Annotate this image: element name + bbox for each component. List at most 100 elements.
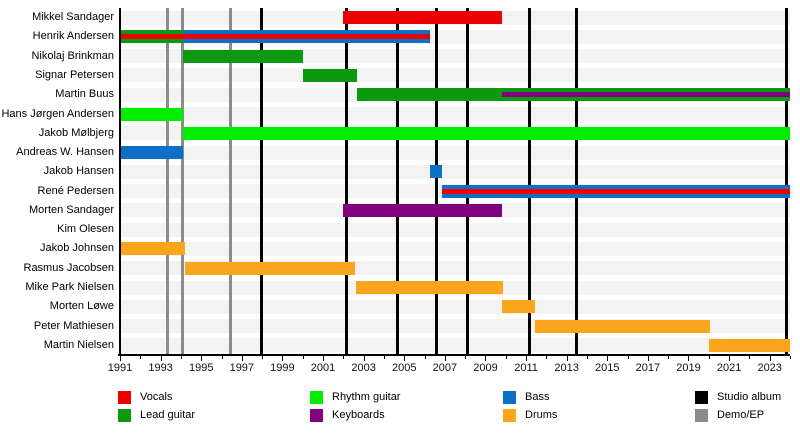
legend-label: Rhythm guitar xyxy=(332,391,401,403)
legend-label: Vocals xyxy=(140,391,173,403)
x-axis-tick-label: 2017 xyxy=(635,362,661,374)
tenure-bar xyxy=(182,49,303,63)
x-axis-major-tick xyxy=(160,356,162,361)
tenure-bar xyxy=(343,203,502,217)
member-label: Andreas W. Hansen xyxy=(16,146,114,159)
studio-album-line xyxy=(345,8,349,355)
x-axis-minor-tick xyxy=(505,356,507,359)
x-axis-minor-tick xyxy=(180,356,182,359)
demo-ep-line xyxy=(228,8,232,355)
member-label: Mike Park Nielsen xyxy=(25,281,114,294)
tenure-bar xyxy=(120,242,185,256)
x-axis-tick-label: 1995 xyxy=(188,362,214,374)
x-axis-tick-label: 2011 xyxy=(514,362,538,374)
x-axis-major-tick xyxy=(201,356,203,361)
member-label: Martin Nielsen xyxy=(43,338,114,351)
x-axis-minor-tick xyxy=(424,356,426,359)
y-axis-line xyxy=(119,8,121,355)
x-axis-major-tick xyxy=(444,356,446,361)
studio-album-line xyxy=(575,8,579,355)
member-label: René Pedersen xyxy=(37,184,114,197)
tenure-bar xyxy=(182,126,790,140)
legend-label: Studio album xyxy=(717,391,782,403)
x-axis-minor-tick xyxy=(465,356,467,359)
tenure-bar xyxy=(120,107,183,121)
legend-label: Bass xyxy=(525,391,550,403)
x-axis-tick-label: 2013 xyxy=(554,362,579,374)
x-axis-major-tick xyxy=(323,356,325,361)
studio-album-line xyxy=(466,8,470,355)
x-axis-major-tick xyxy=(729,356,731,361)
x-axis-tick-label: 2021 xyxy=(716,362,742,374)
x-axis-minor-tick xyxy=(668,356,670,359)
member-label: Henrik Andersen xyxy=(32,30,114,43)
legend-label: Keyboards xyxy=(332,409,385,421)
x-axis-minor-tick xyxy=(140,356,142,359)
legend-label: Demo/EP xyxy=(717,409,765,421)
x-axis-major-tick xyxy=(566,356,568,361)
row-band xyxy=(120,222,790,237)
studio-album-line xyxy=(528,8,532,355)
x-axis-minor-tick xyxy=(383,356,385,359)
tenure-bar xyxy=(120,146,183,160)
x-axis-minor-tick xyxy=(302,356,304,359)
x-axis-tick-label: 2001 xyxy=(310,362,336,374)
x-axis-major-tick xyxy=(404,356,406,361)
tenure-bar xyxy=(708,338,790,352)
legend-label: Lead guitar xyxy=(140,409,196,421)
tenure-bar xyxy=(355,281,503,295)
row-band xyxy=(120,299,790,314)
x-axis-major-tick xyxy=(769,356,771,361)
legend-swatch-rhythm-guitar xyxy=(310,391,323,404)
tenure-bar xyxy=(184,261,355,275)
member-label: Rasmus Jacobsen xyxy=(23,261,115,274)
tenure-bar xyxy=(343,11,502,25)
member-label: Jakob Johnsen xyxy=(40,242,114,255)
studio-album-line xyxy=(785,8,789,355)
row-band xyxy=(120,145,790,160)
x-axis-tick-label: 2023 xyxy=(757,362,782,374)
x-axis-minor-tick xyxy=(586,356,588,359)
x-axis-minor-tick xyxy=(627,356,629,359)
role-stripe xyxy=(501,92,790,98)
demo-ep-line xyxy=(181,8,185,355)
x-axis-tick-label: 1999 xyxy=(270,362,295,374)
x-axis-major-tick xyxy=(241,356,243,361)
row-band xyxy=(120,107,790,122)
x-axis-minor-tick xyxy=(343,356,345,359)
studio-album-line xyxy=(396,8,400,355)
legend-swatch-demo-ep xyxy=(695,409,708,422)
legend-swatch-vocals xyxy=(118,391,131,404)
x-axis-line xyxy=(118,354,790,356)
x-axis-tick-label: 2009 xyxy=(473,362,498,374)
x-axis-tick-label: 1997 xyxy=(229,362,255,374)
x-axis-tick-label: 2007 xyxy=(432,362,458,374)
member-label: Kim Olesen xyxy=(57,223,114,236)
x-axis-tick-label: 2003 xyxy=(351,362,376,374)
x-axis-minor-tick xyxy=(546,356,548,359)
member-label: Morten Sandager xyxy=(29,203,114,216)
tenure-bar xyxy=(430,165,442,179)
role-stripe xyxy=(120,34,431,40)
tenure-bar xyxy=(534,319,710,333)
x-axis-minor-tick xyxy=(262,356,264,359)
x-axis-major-tick xyxy=(688,356,690,361)
x-axis-major-tick xyxy=(363,356,365,361)
x-axis-minor-tick xyxy=(708,356,710,359)
x-axis-tick-label: 1991 xyxy=(107,362,133,374)
x-axis-tick-label: 1993 xyxy=(148,362,173,374)
x-axis-tick-label: 2019 xyxy=(676,362,701,374)
legend-swatch-drums xyxy=(503,409,516,422)
x-axis-major-tick xyxy=(282,356,284,361)
row-band xyxy=(120,241,790,256)
demo-ep-line xyxy=(166,8,170,355)
member-label: Hans Jørgen Andersen xyxy=(1,107,114,120)
member-label: Jakob Mølbjerg xyxy=(38,126,114,139)
tenure-bar xyxy=(302,68,357,82)
member-label: Peter Mathiesen xyxy=(33,319,114,332)
x-axis-major-tick xyxy=(647,356,649,361)
legend-label: Drums xyxy=(525,409,558,421)
x-axis-major-tick xyxy=(485,356,487,361)
studio-album-line xyxy=(260,8,264,355)
